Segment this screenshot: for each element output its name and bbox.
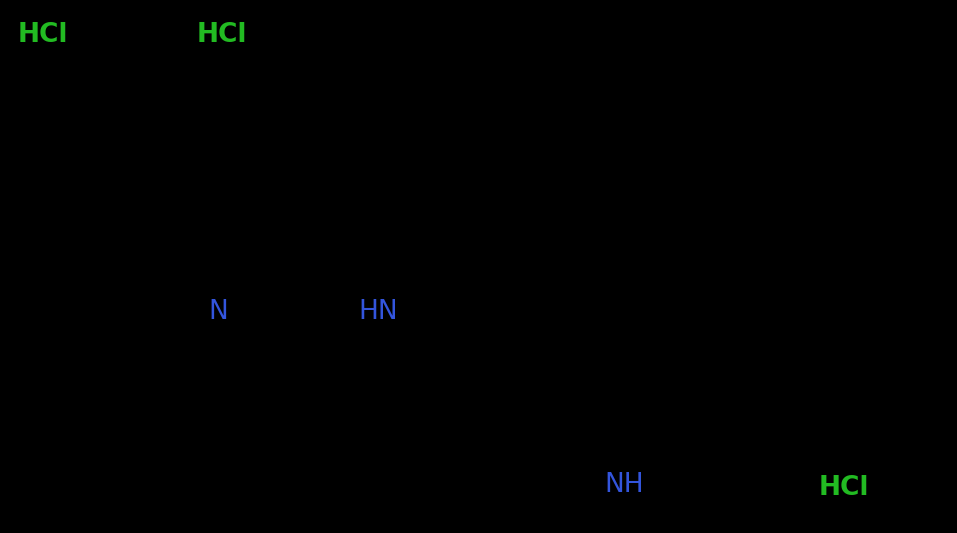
Text: HN: HN (358, 299, 398, 325)
Text: HCl: HCl (818, 475, 869, 500)
Text: HCl: HCl (196, 22, 247, 47)
Text: NH: NH (604, 472, 644, 498)
Text: N: N (209, 299, 228, 325)
Text: HCl: HCl (17, 22, 68, 47)
